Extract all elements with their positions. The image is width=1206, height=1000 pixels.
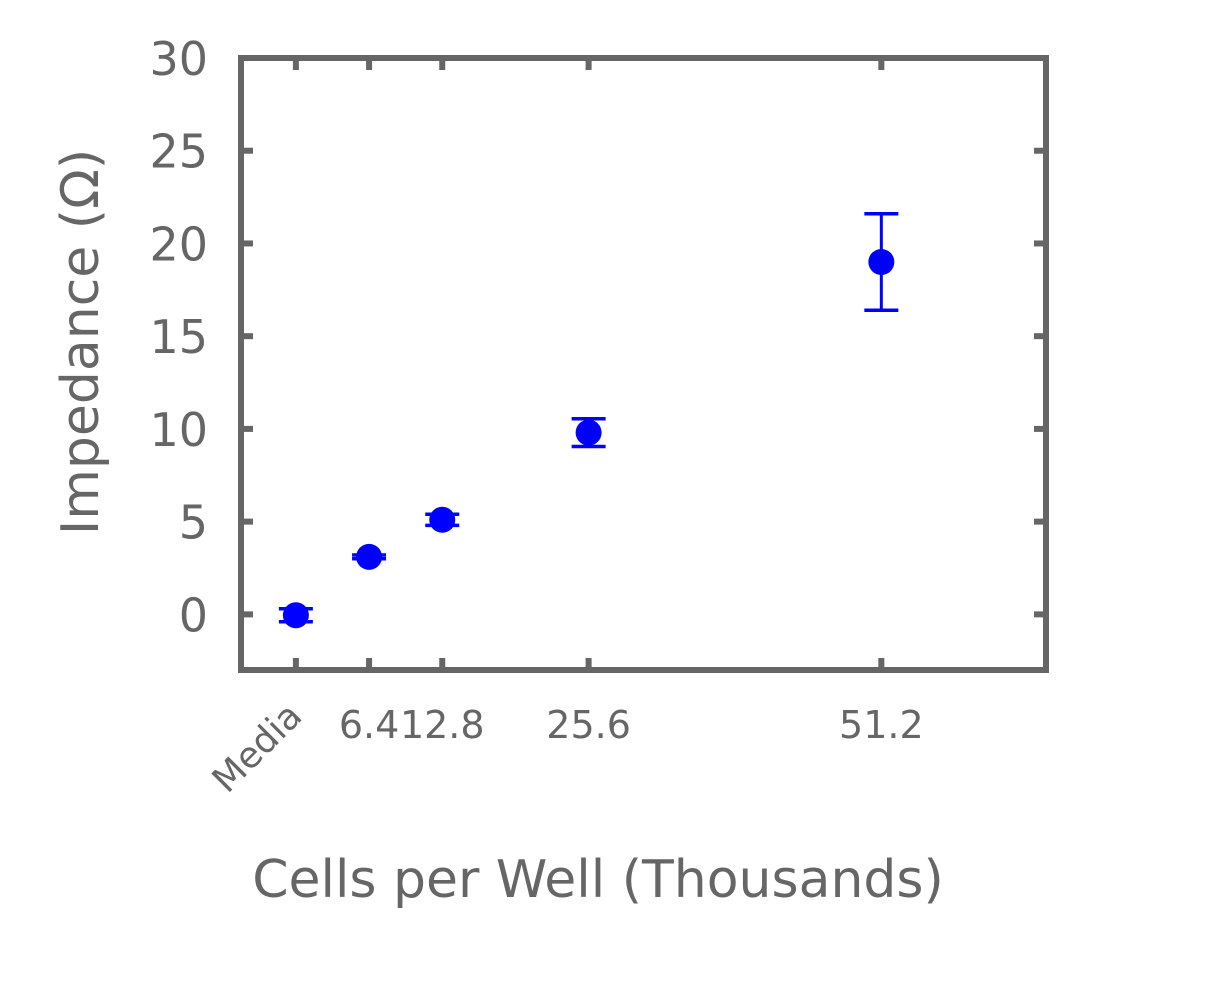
- data-point-group: [278, 602, 313, 629]
- x-tick-label: 51.2: [839, 703, 924, 747]
- y-tick-label: 15: [149, 310, 208, 364]
- x-tick-label: 6.4: [339, 703, 399, 747]
- data-point: [282, 602, 309, 629]
- y-tick-label: 0: [179, 588, 208, 642]
- y-tick-label: 20: [149, 217, 208, 271]
- y-tick-label: 5: [179, 496, 208, 550]
- data-point: [575, 419, 602, 446]
- y-tick-label: 25: [149, 125, 208, 179]
- y-tick-label: 10: [149, 403, 208, 457]
- data-point-group: [864, 212, 899, 312]
- x-tick-label: 25.6: [546, 703, 631, 747]
- data-layer: [278, 212, 899, 629]
- data-point: [429, 506, 456, 533]
- x-axis-label: Cells per Well (Thousands): [252, 850, 944, 910]
- plot-frame: [238, 55, 1049, 673]
- data-point: [356, 543, 383, 570]
- data-point-group: [425, 506, 460, 533]
- data-point: [868, 249, 895, 275]
- x-tick-label: 12.8: [400, 703, 485, 747]
- x-tick-label: Media: [205, 695, 310, 800]
- y-axis-label: Impedance (Ω): [51, 149, 111, 535]
- data-point-group: [571, 416, 606, 449]
- data-point-group: [352, 543, 387, 570]
- y-tick-label: 30: [149, 32, 208, 86]
- plot-frame-layer: [238, 55, 1049, 673]
- ticks-layer: 0 5 10 15 20 25 30 Media 6.4 12.8 25.6 51.2: [149, 32, 1046, 801]
